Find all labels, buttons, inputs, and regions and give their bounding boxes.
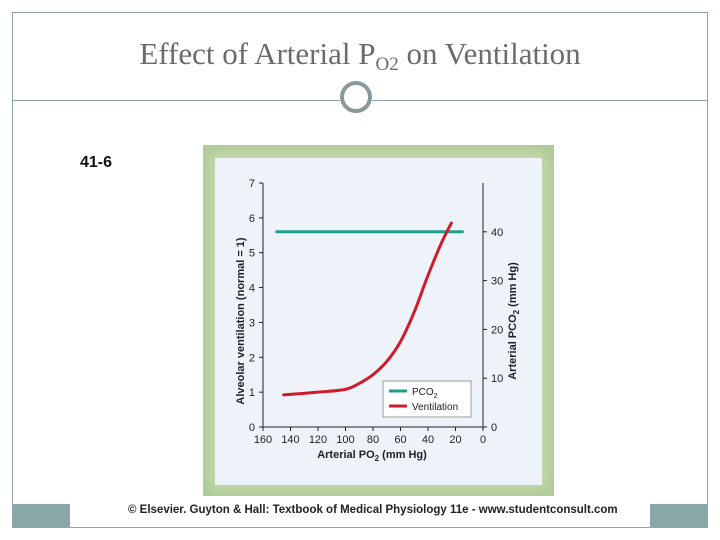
legend-label: Ventilation [412, 402, 458, 413]
y2-tick-label: 30 [491, 276, 503, 288]
legend-box [382, 380, 472, 418]
y2-tick-label: 10 [491, 373, 503, 385]
y2-tick-label: 40 [491, 227, 503, 239]
corner-bar-left [12, 504, 70, 527]
x-axis-label: Arterial PO2 (mm Hg) [317, 449, 427, 463]
y2-tick-label: 0 [491, 422, 497, 434]
y-tick-label: 7 [249, 178, 255, 190]
slide-title: Effect of Arterial PO2 on Ventilation [139, 36, 581, 75]
x-tick-label: 60 [394, 434, 406, 446]
y2-axis-label: Arterial PCO2 (mm Hg) [507, 262, 521, 380]
y-tick-label: 2 [249, 352, 255, 364]
figure-label: 41-6 [80, 154, 113, 171]
y-tick-label: 5 [249, 248, 255, 260]
x-tick-label: 160 [254, 434, 272, 446]
y-tick-label: 1 [249, 387, 255, 399]
y-axis-label: Alveolar ventilation (normal = 1) [235, 237, 247, 405]
plot-background [215, 158, 542, 485]
y-tick-label: 6 [249, 213, 255, 225]
x-tick-label: 140 [281, 434, 299, 446]
slide-frame [12, 12, 708, 528]
x-tick-label: 20 [449, 434, 461, 446]
x-tick-label: 120 [309, 434, 327, 446]
corner-bar-right [650, 504, 708, 527]
series-line-ventilation [282, 221, 453, 397]
y2-tick-label: 20 [491, 324, 503, 336]
title-divider-right [372, 100, 708, 101]
legend-label: PCO2 [412, 387, 438, 400]
x-tick-label: 80 [367, 434, 379, 446]
y-tick-label: 4 [249, 283, 255, 295]
x-tick-label: 100 [336, 434, 354, 446]
y-tick-label: 0 [249, 422, 255, 434]
title-divider-left [12, 100, 340, 101]
ring-ornament-icon [340, 81, 372, 113]
y-tick-label: 3 [249, 317, 255, 329]
x-tick-label: 40 [422, 434, 434, 446]
x-tick-label: 0 [480, 434, 486, 446]
copyright-notice: © Elsevier. Guyton & Hall: Textbook of M… [128, 504, 618, 516]
